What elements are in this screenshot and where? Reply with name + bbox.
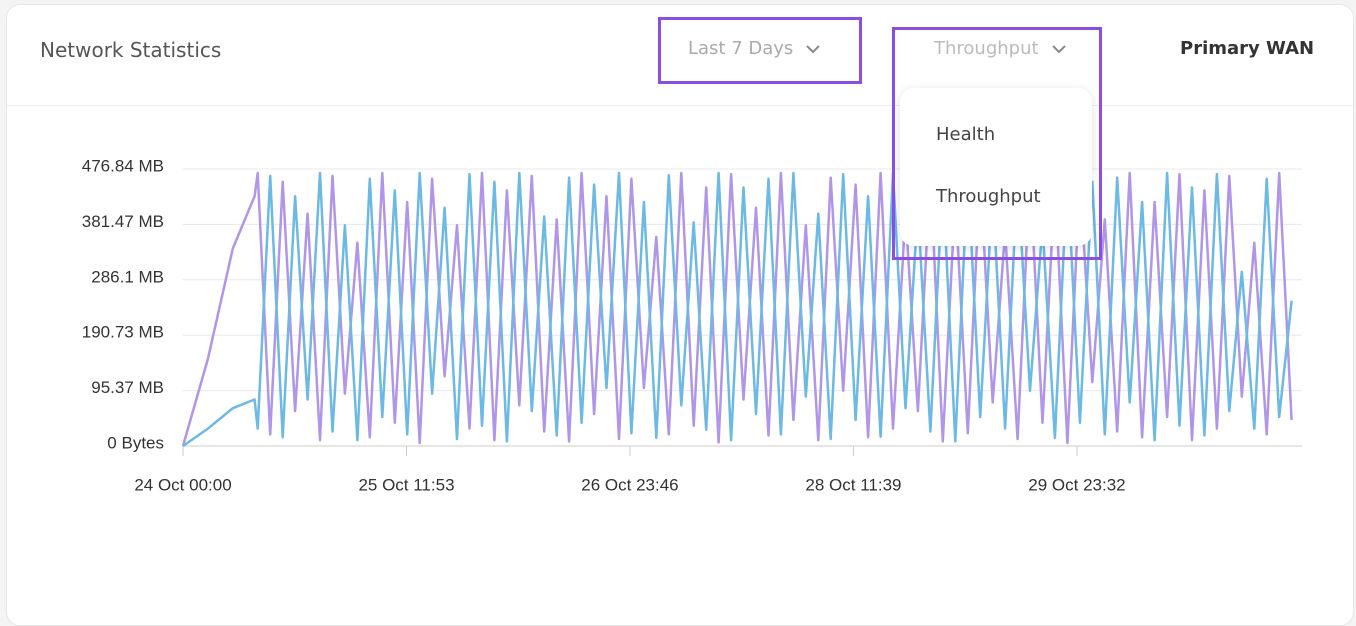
- menu-item[interactable]: Throughput: [936, 186, 1041, 207]
- x-tick-label: 29 Oct 23:32: [1028, 475, 1125, 494]
- range-dropdown[interactable]: Last 7 Days: [688, 38, 821, 59]
- highlight-box: [892, 27, 1102, 260]
- x-tick-label: 25 Oct 11:53: [358, 475, 454, 494]
- x-tick-label: 26 Oct 23:46: [581, 475, 678, 494]
- card-title: Network Statistics: [40, 38, 222, 62]
- chevron: [1051, 44, 1066, 53]
- menu-item[interactable]: Health: [936, 124, 996, 145]
- chevron: [806, 44, 821, 53]
- dropdown-menu: Health Throughput: [900, 88, 1092, 246]
- y-tick-label: 95.37 MB: [91, 378, 164, 397]
- range-label: Last 7 Days: [688, 38, 794, 59]
- y-tick-label: 476.84 MB: [82, 156, 164, 175]
- y-tick-label: 190.73 MB: [82, 323, 164, 342]
- x-tick-label: 24 Oct 00:00: [134, 475, 231, 494]
- y-tick-label: 286.1 MB: [91, 267, 164, 286]
- series-line: [182, 171, 1293, 448]
- highlight-box: [658, 17, 862, 84]
- divider: [7, 105, 1353, 106]
- wan-label[interactable]: Primary WAN: [1180, 38, 1315, 59]
- y-tick-label: 381.47 MB: [82, 212, 164, 231]
- metric-label: Throughput: [934, 38, 1039, 59]
- y-tick-label: 0 Bytes: [107, 433, 164, 452]
- x-tick-label: 28 Oct 11:39: [805, 475, 901, 494]
- stats-card: [6, 4, 1354, 626]
- metric-dropdown[interactable]: Throughput: [934, 38, 1067, 59]
